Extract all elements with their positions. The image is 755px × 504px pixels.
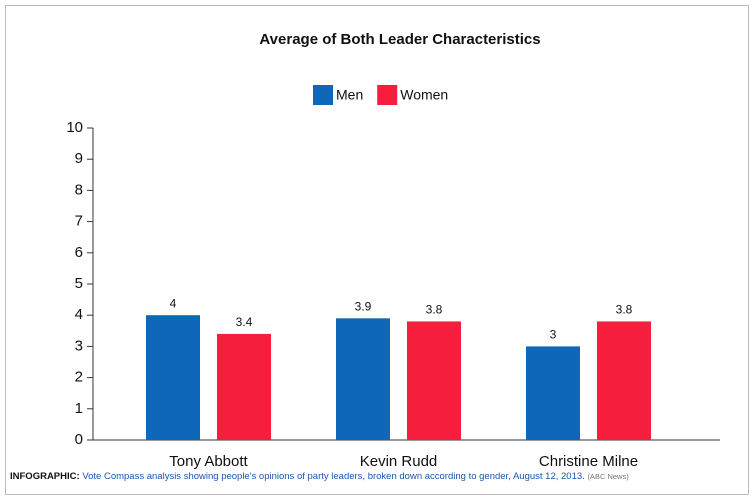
- bar: [146, 315, 200, 440]
- value-label: 3.4: [236, 315, 253, 329]
- value-label: 3: [550, 328, 557, 342]
- caption-label: INFOGRAPHIC:: [10, 471, 80, 482]
- y-tick-label: 7: [75, 213, 83, 230]
- y-tick-label: 3: [75, 337, 83, 354]
- caption-text: Vote Compass analysis showing people's o…: [82, 471, 585, 482]
- x-tick-label: Christine Milne: [539, 453, 638, 470]
- value-label: 4: [170, 296, 177, 310]
- y-tick-label: 0: [75, 431, 83, 448]
- caption: INFOGRAPHIC: Vote Compass analysis showi…: [10, 472, 745, 482]
- y-tick-label: 8: [75, 181, 83, 198]
- y-tick-label: 4: [75, 306, 83, 323]
- bar: [597, 321, 651, 440]
- bar: [526, 346, 580, 440]
- chart-title: Average of Both Leader Characteristics: [259, 31, 540, 48]
- y-tick-label: 1: [75, 400, 83, 417]
- bar: [336, 318, 390, 440]
- legend-swatch: [377, 85, 398, 105]
- legend-swatch: [313, 85, 333, 105]
- y-tick-label: 10: [66, 119, 83, 136]
- x-tick-label: Kevin Rudd: [360, 453, 438, 470]
- bar: [217, 333, 271, 440]
- value-label: 3.8: [426, 303, 443, 317]
- chart: Average of Both Leader Characteristics 0…: [66, 31, 720, 470]
- bar: [407, 321, 461, 440]
- y-tick-label: 2: [75, 369, 83, 386]
- caption-source: (ABC News): [587, 472, 629, 481]
- value-label: 3.8: [616, 303, 633, 317]
- y-tick-label: 6: [75, 244, 83, 261]
- legend-label: Men: [336, 87, 363, 103]
- y-tick-label: 9: [75, 150, 83, 167]
- frame: [5, 5, 749, 495]
- value-label: 3.9: [355, 299, 372, 313]
- legend-label: Women: [400, 87, 448, 103]
- x-tick-label: Tony Abbott: [169, 453, 248, 470]
- y-tick-label: 5: [75, 275, 83, 292]
